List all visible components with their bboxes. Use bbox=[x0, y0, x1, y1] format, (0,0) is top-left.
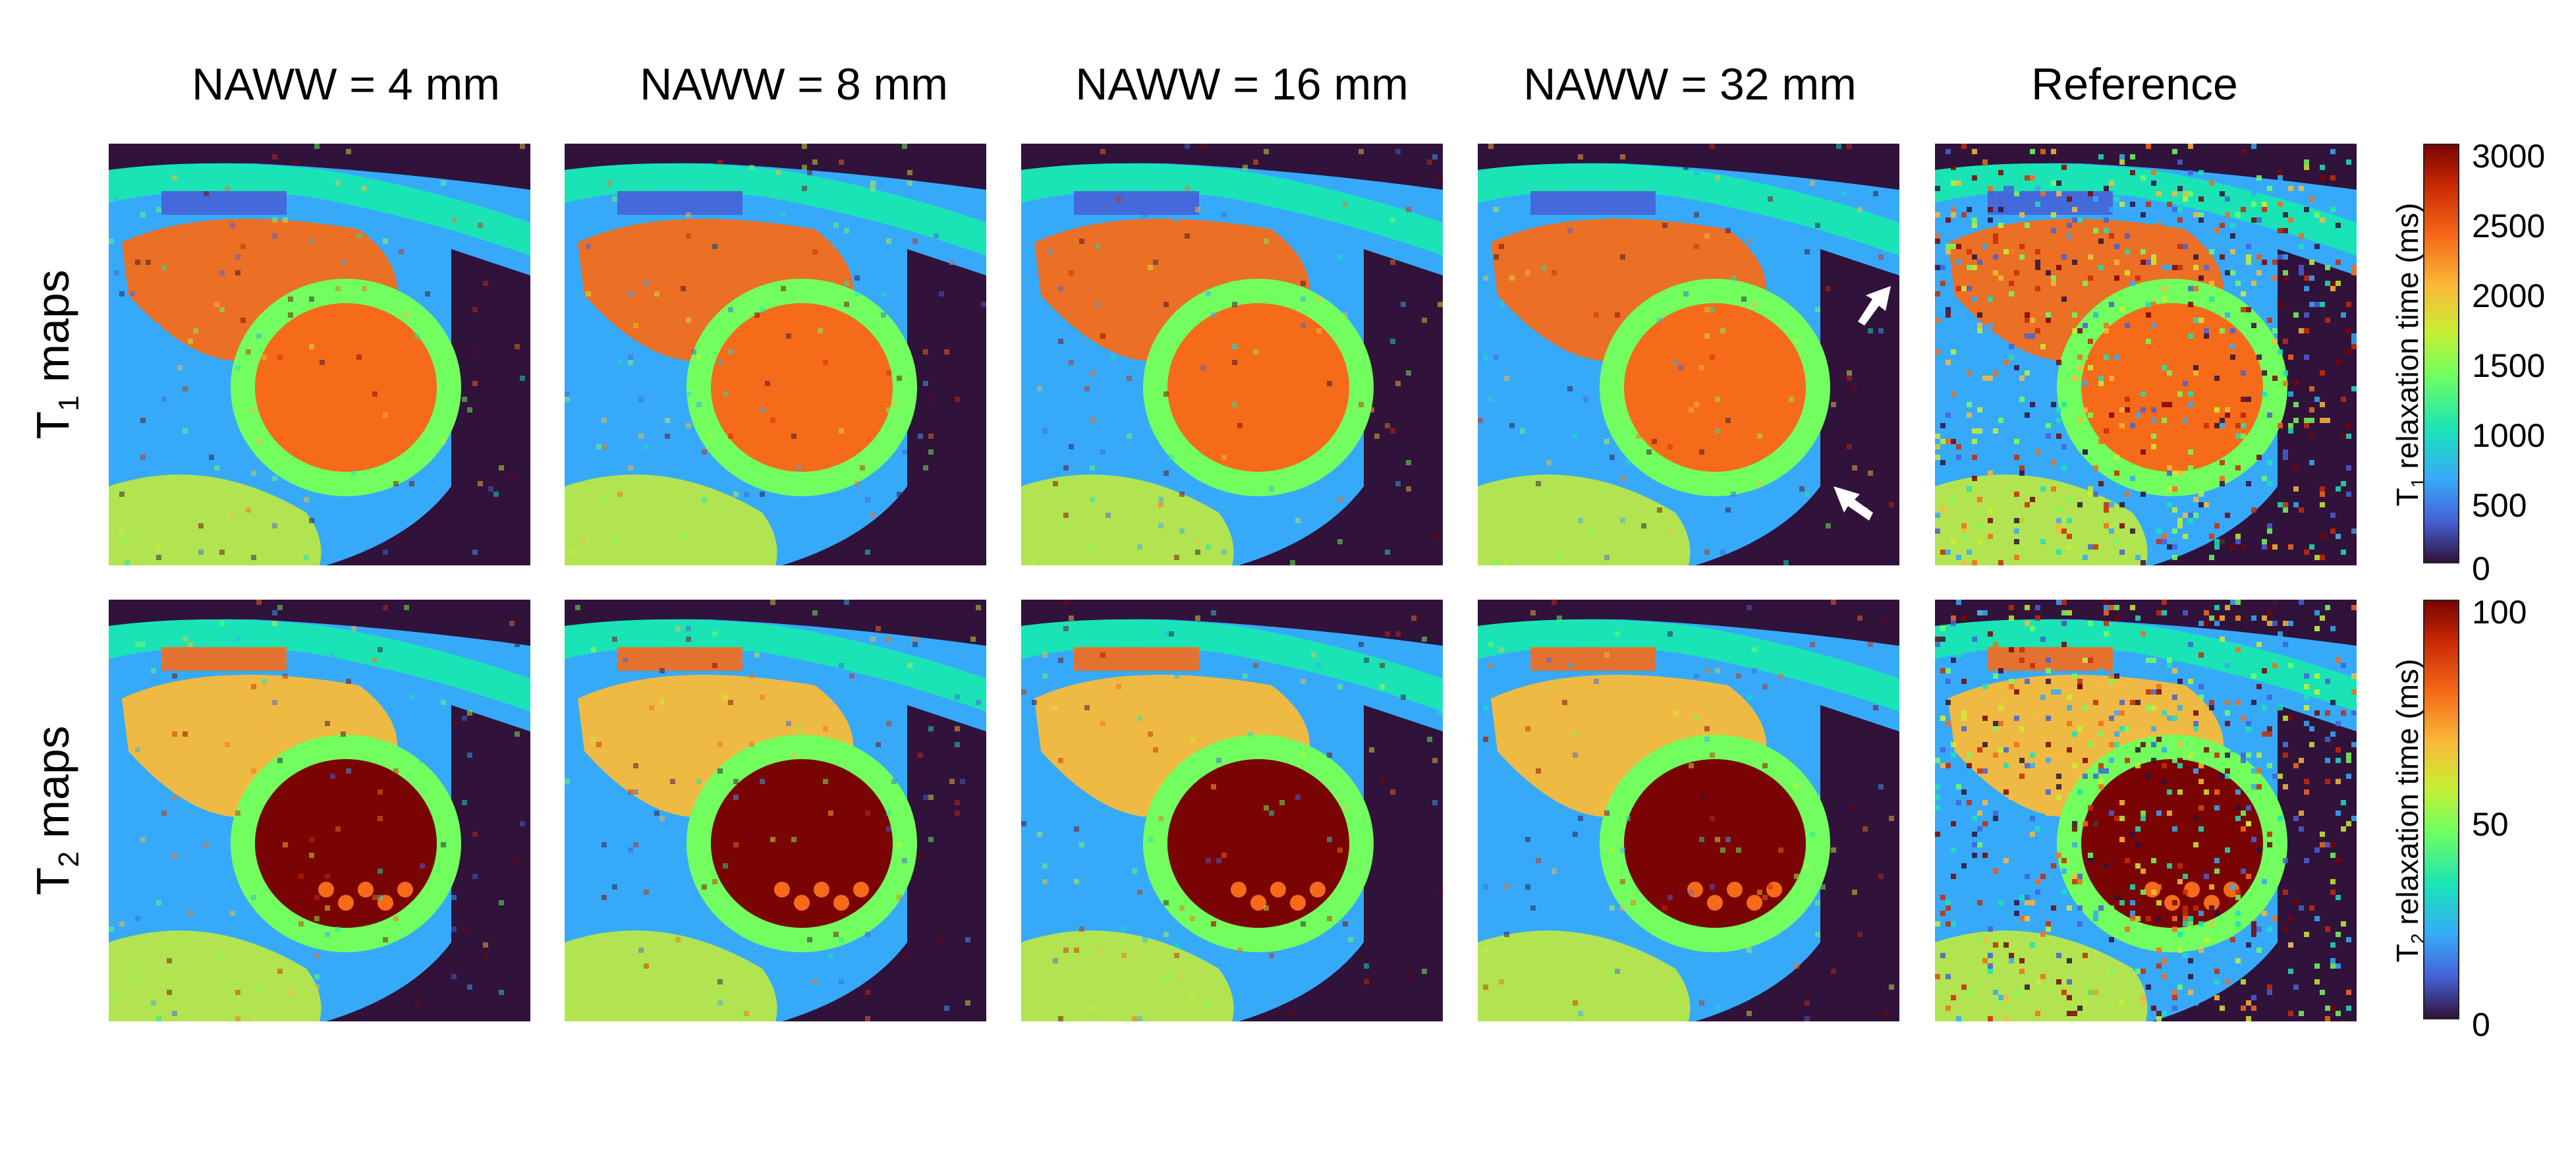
arrow-icon-lower bbox=[1834, 486, 1873, 521]
t1-tick-2500: 2500 bbox=[2472, 208, 2546, 244]
t1-colorbar-label: T1 relaxation time (ms) bbox=[2390, 202, 2429, 507]
t1-tick-1000: 1000 bbox=[2472, 417, 2546, 454]
t1-tick-2000: 2000 bbox=[2472, 277, 2546, 314]
t2-map-naww-16 bbox=[1021, 600, 1443, 1021]
t1-map-reference bbox=[1935, 144, 2357, 565]
t1-map-naww-8 bbox=[565, 144, 986, 565]
t1-tick-3000: 3000 bbox=[2472, 138, 2546, 175]
row-label-t2-maps: T2 maps bbox=[27, 726, 86, 896]
t2-map-naww-4 bbox=[109, 600, 530, 1021]
column-title-reference: Reference bbox=[2031, 59, 2238, 109]
column-title-naww-8: NAWW = 8 mm bbox=[640, 59, 948, 109]
t2-map-naww-8 bbox=[565, 600, 986, 1021]
t1-map-naww-16 bbox=[1021, 144, 1443, 565]
t2-tick-0: 0 bbox=[2472, 1006, 2490, 1043]
t2-colorbar-label: T2 relaxation time (ms) bbox=[2390, 658, 2429, 963]
column-title-naww-32: NAWW = 32 mm bbox=[1523, 59, 1857, 109]
arrow-icon-upper bbox=[1858, 286, 1891, 326]
t2-map-naww-32 bbox=[1478, 600, 1899, 1021]
t1-tick-500: 500 bbox=[2472, 487, 2527, 524]
column-title-naww-4: NAWW = 4 mm bbox=[192, 59, 500, 109]
t2-tick-100: 100 bbox=[2472, 594, 2527, 631]
t1-tick-0: 0 bbox=[2472, 550, 2490, 587]
t1-tick-1500: 1500 bbox=[2472, 347, 2546, 384]
row-label-t1-maps: T1 maps bbox=[27, 270, 86, 440]
t2-map-reference bbox=[1935, 600, 2357, 1021]
t2-tick-50: 50 bbox=[2472, 806, 2509, 843]
t1-map-naww-4 bbox=[109, 144, 530, 565]
t1-colorbar bbox=[2423, 144, 2459, 563]
column-title-naww-16: NAWW = 16 mm bbox=[1075, 59, 1409, 109]
t2-colorbar bbox=[2423, 600, 2459, 1019]
t1-map-naww-32 bbox=[1478, 144, 1899, 565]
